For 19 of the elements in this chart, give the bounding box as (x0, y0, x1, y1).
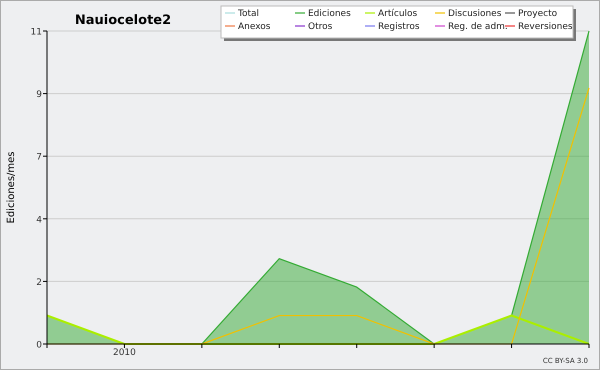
legend-label: Anexos (238, 22, 271, 32)
y-tick-label: 2 (36, 278, 42, 288)
y-tick-label: 11 (30, 28, 42, 38)
legend-label: Proyecto (518, 9, 558, 19)
legend-label: Otros (308, 22, 333, 32)
y-tick-label: 0 (36, 340, 42, 350)
legend-label: Reversiones (518, 22, 573, 32)
x-tick-label: 2010 (112, 348, 136, 358)
legend-label: Ediciones (308, 9, 352, 19)
y-tick-label: 4 (36, 215, 42, 226)
legend-label: Reg. de adm. (448, 22, 508, 32)
legend-label: Total (237, 9, 260, 19)
chart-title: Nauiocelote2 (74, 13, 172, 28)
y-tick-label: 7 (36, 152, 42, 163)
y-tick-label: 9 (36, 90, 42, 100)
y-axis-title: Ediciones/mes (6, 151, 17, 224)
legend-label: Registros (378, 22, 420, 32)
legend-label: Discusiones (448, 9, 502, 19)
legend-label: Artículos (378, 8, 418, 19)
